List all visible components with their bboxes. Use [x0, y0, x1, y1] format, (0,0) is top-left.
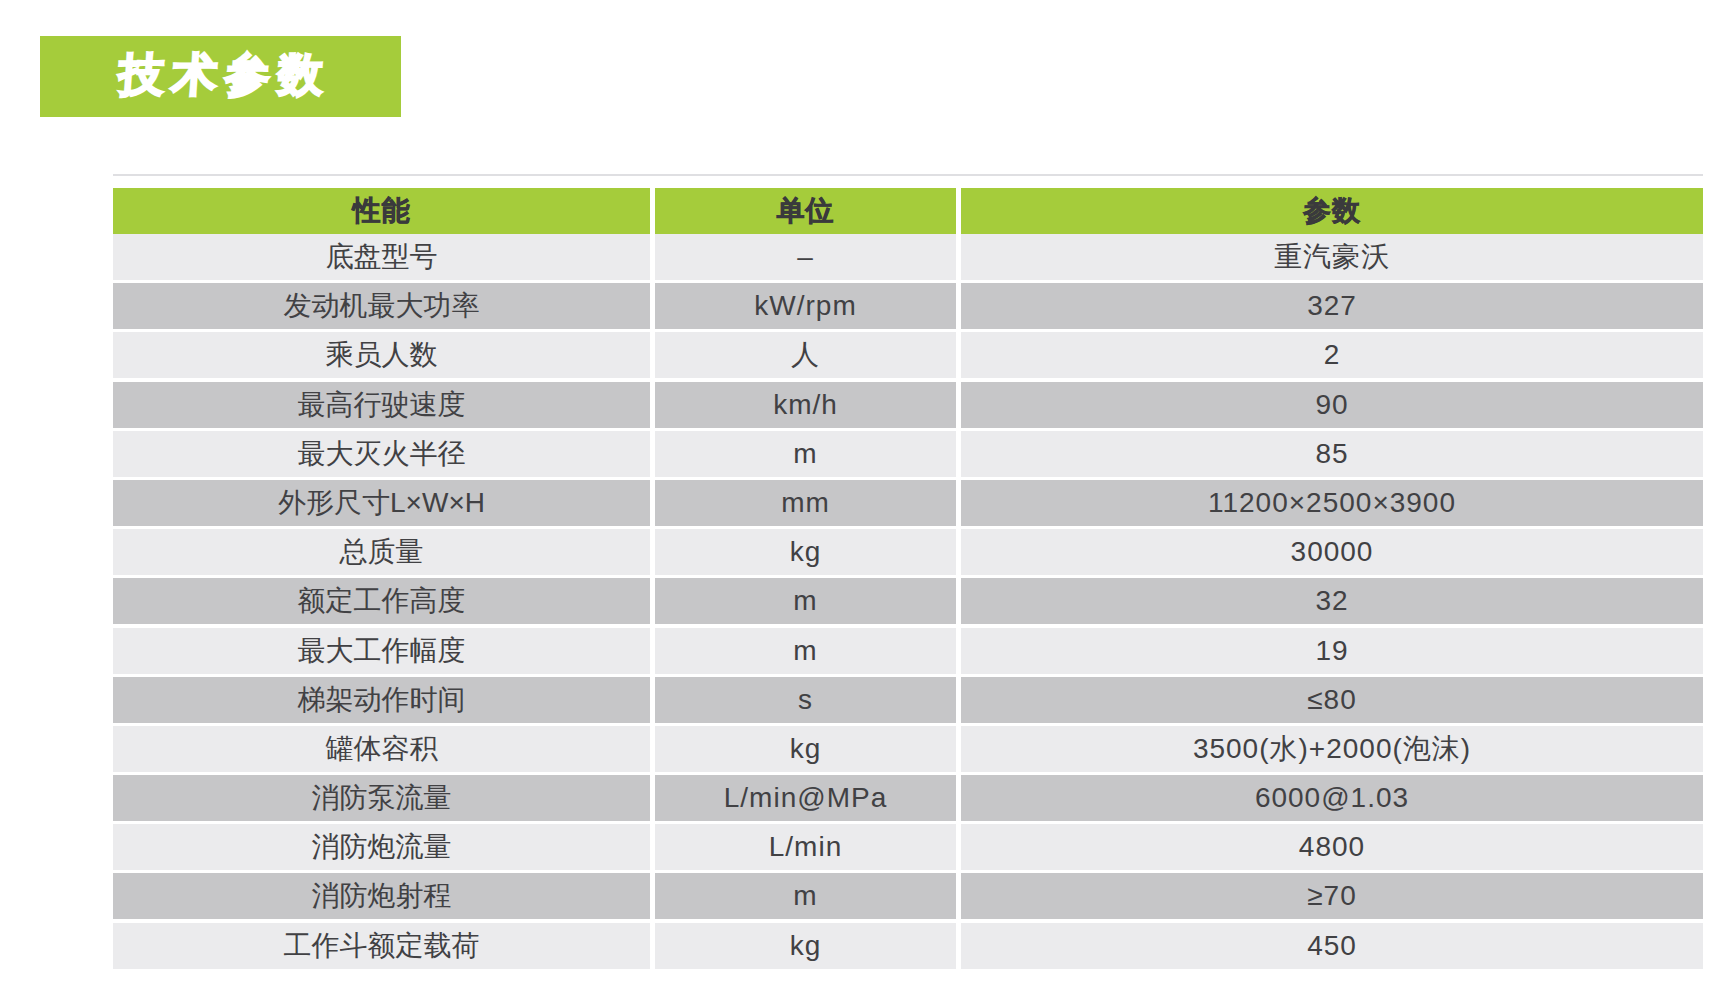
row-unit: kg: [655, 529, 956, 575]
row-value: 30000: [961, 529, 1703, 575]
row-unit: –: [655, 234, 956, 280]
row-name: 乘员人数: [113, 332, 650, 378]
column-header-performance: 性能: [113, 188, 650, 234]
row-value: 32: [961, 578, 1703, 624]
row-value: ≥70: [961, 873, 1703, 919]
row-unit: L/min@MPa: [655, 775, 956, 821]
row-unit: m: [655, 628, 956, 674]
table-row: 外形尺寸L×W×Hmm11200×2500×3900: [113, 480, 1703, 526]
row-name: 发动机最大功率: [113, 283, 650, 329]
table-row: 消防泵流量L/min@MPa6000@1.03: [113, 775, 1703, 821]
row-unit: km/h: [655, 382, 956, 428]
table-row: 发动机最大功率kW/rpm327: [113, 283, 1703, 329]
row-value: 2: [961, 332, 1703, 378]
table-row: 总质量kg30000: [113, 529, 1703, 575]
table-row: 额定工作高度m32: [113, 578, 1703, 624]
table-row: 梯架动作时间s≤80: [113, 677, 1703, 723]
row-unit: m: [655, 873, 956, 919]
table-row: 消防炮流量L/min4800: [113, 824, 1703, 870]
row-name: 额定工作高度: [113, 578, 650, 624]
row-name: 梯架动作时间: [113, 677, 650, 723]
table-row: 消防炮射程m≥70: [113, 873, 1703, 919]
table-body: 底盘型号–重汽豪沃发动机最大功率kW/rpm327乘员人数人2最高行驶速度km/…: [113, 234, 1703, 969]
table-row: 最大灭火半径m85: [113, 431, 1703, 477]
row-value: 19: [961, 628, 1703, 674]
table-row: 最高行驶速度km/h90: [113, 382, 1703, 428]
row-name: 最大工作幅度: [113, 628, 650, 674]
row-value: 重汽豪沃: [961, 234, 1703, 280]
row-unit: m: [655, 578, 956, 624]
row-name: 外形尺寸L×W×H: [113, 480, 650, 526]
row-unit: s: [655, 677, 956, 723]
row-name: 罐体容积: [113, 726, 650, 772]
row-name: 消防泵流量: [113, 775, 650, 821]
row-value: 90: [961, 382, 1703, 428]
row-value: 85: [961, 431, 1703, 477]
row-unit: mm: [655, 480, 956, 526]
row-unit: kW/rpm: [655, 283, 956, 329]
column-header-unit: 单位: [655, 188, 956, 234]
row-value: 450: [961, 923, 1703, 969]
table-row: 工作斗额定载荷kg450: [113, 923, 1703, 969]
table-top-rule: [113, 174, 1703, 176]
section-title: 技术参数: [116, 45, 332, 109]
spec-table: 性能 单位 参数 底盘型号–重汽豪沃发动机最大功率kW/rpm327乘员人数人2…: [113, 188, 1703, 969]
row-name: 工作斗额定载荷: [113, 923, 650, 969]
row-unit: 人: [655, 332, 956, 378]
column-header-parameter: 参数: [961, 188, 1703, 234]
row-name: 底盘型号: [113, 234, 650, 280]
row-name: 最高行驶速度: [113, 382, 650, 428]
table-header-row: 性能 单位 参数: [113, 188, 1703, 234]
row-unit: kg: [655, 726, 956, 772]
row-value: 6000@1.03: [961, 775, 1703, 821]
row-unit: L/min: [655, 824, 956, 870]
row-value: 4800: [961, 824, 1703, 870]
table-row: 乘员人数人2: [113, 332, 1703, 378]
row-value: 11200×2500×3900: [961, 480, 1703, 526]
row-unit: kg: [655, 923, 956, 969]
row-value: 3500(水)+2000(泡沫): [961, 726, 1703, 772]
row-name: 消防炮流量: [113, 824, 650, 870]
table-row: 最大工作幅度m19: [113, 628, 1703, 674]
row-value: ≤80: [961, 677, 1703, 723]
row-unit: m: [655, 431, 956, 477]
table-row: 底盘型号–重汽豪沃: [113, 234, 1703, 280]
row-value: 327: [961, 283, 1703, 329]
table-row: 罐体容积kg3500(水)+2000(泡沫): [113, 726, 1703, 772]
row-name: 最大灭火半径: [113, 431, 650, 477]
row-name: 总质量: [113, 529, 650, 575]
row-name: 消防炮射程: [113, 873, 650, 919]
section-title-box: 技术参数: [40, 36, 401, 117]
